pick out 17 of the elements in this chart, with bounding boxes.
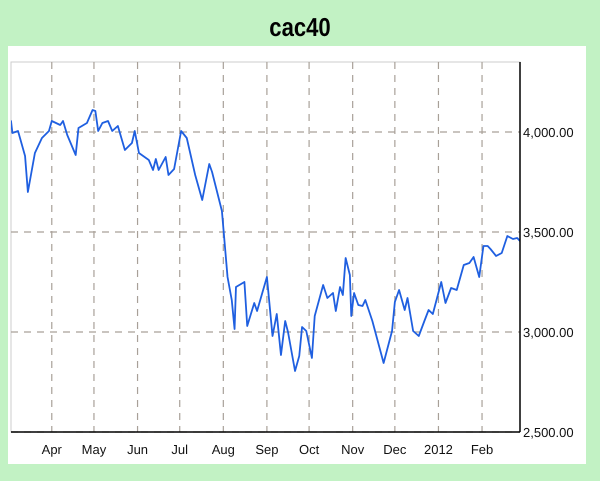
y-tick-label: 2,500.00: [523, 425, 574, 440]
x-tick-label: Dec: [383, 442, 407, 457]
x-tick-label: May: [82, 442, 107, 457]
y-tick-label: 3,000.00: [523, 325, 574, 340]
x-tick-label: Feb: [470, 442, 494, 457]
y-tick-label: 3,500.00: [523, 225, 574, 240]
y-tick-label: 4,000.00: [523, 125, 574, 140]
x-tick-label: Jul: [171, 442, 188, 457]
x-tick-label: Apr: [42, 442, 63, 457]
x-tick-label: Sep: [255, 442, 278, 457]
x-tick-label: 2012: [424, 442, 453, 457]
chart-title: cac40: [269, 13, 331, 42]
x-tick-label: Jun: [127, 442, 148, 457]
x-tick-label: Oct: [298, 442, 320, 457]
line-series: [11, 109, 520, 372]
x-tick-label: Aug: [212, 442, 235, 457]
x-tick-label: Nov: [341, 442, 365, 457]
